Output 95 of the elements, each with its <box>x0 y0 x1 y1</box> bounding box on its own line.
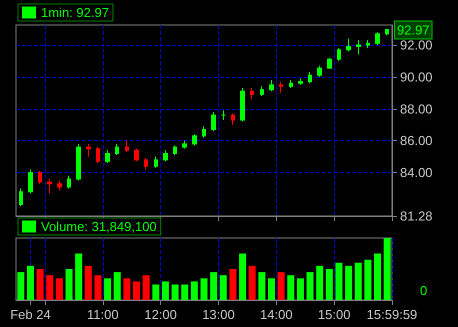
candlestick <box>317 65 322 78</box>
x-tick-label: 12:00 <box>144 307 177 322</box>
bar <box>162 281 169 300</box>
y-tick-label: 88.00 <box>400 101 433 116</box>
y-tick-label: 86.00 <box>400 133 433 148</box>
legend-label: Volume: 31,849,100 <box>41 219 157 234</box>
y-tick-label: 84.00 <box>400 165 433 180</box>
x-tick-label: Feb 24 <box>10 307 51 322</box>
candlestick <box>163 150 168 162</box>
bar <box>200 278 208 300</box>
candlestick <box>173 144 177 156</box>
bar <box>114 272 121 300</box>
bar <box>56 278 63 300</box>
y-tick-label: 90.00 <box>400 69 433 84</box>
candlestick <box>231 113 235 126</box>
candlestick <box>250 88 254 100</box>
bar <box>142 275 150 300</box>
bar <box>316 266 324 300</box>
candlestick <box>356 40 361 56</box>
candlestick <box>337 48 341 62</box>
bar <box>66 269 73 300</box>
bar <box>287 275 294 300</box>
candlestick <box>134 148 139 162</box>
candlestick <box>202 126 206 138</box>
bar <box>123 278 130 300</box>
candlestick <box>366 40 370 49</box>
candlestick <box>96 146 100 164</box>
candlestick <box>86 143 91 158</box>
bar <box>46 275 54 300</box>
x-tick-label: 11:00 <box>86 307 119 322</box>
bar <box>345 266 352 300</box>
candlestick <box>76 143 81 182</box>
candlestick <box>298 78 303 86</box>
bar <box>26 266 34 300</box>
bar <box>384 238 391 300</box>
bar <box>374 254 382 300</box>
text: 0 <box>420 283 428 298</box>
bar <box>220 275 227 300</box>
bar <box>210 272 218 300</box>
candlestick <box>125 140 129 152</box>
candlestick <box>327 57 332 70</box>
candlestick <box>57 180 62 191</box>
candlestick <box>279 81 283 94</box>
candlestick <box>28 168 33 194</box>
candlestick <box>154 156 158 168</box>
bar <box>239 254 246 300</box>
bar <box>335 262 342 300</box>
candlestick <box>105 150 110 164</box>
candlestick <box>385 28 389 36</box>
x-tick-label: 14:00 <box>260 307 293 322</box>
bar <box>268 278 276 300</box>
bar <box>17 272 24 300</box>
candlestick <box>289 80 293 89</box>
candlestick <box>182 140 187 150</box>
bar <box>104 278 112 300</box>
candlestick <box>211 111 216 132</box>
candlestick <box>144 158 148 170</box>
candlestick <box>38 170 42 184</box>
x-tick-label: 13:00 <box>202 307 235 322</box>
candlestick <box>375 32 380 46</box>
bar <box>364 260 372 300</box>
candlestick <box>47 178 52 194</box>
bar <box>132 281 140 300</box>
bar <box>84 266 92 300</box>
candlestick <box>115 143 119 156</box>
annotation: 92.97 <box>397 22 430 38</box>
candlestick <box>221 110 226 120</box>
candlestick <box>19 188 23 207</box>
candlestick <box>269 80 274 92</box>
bar <box>94 275 102 300</box>
bar <box>36 269 44 300</box>
candlestick <box>260 86 264 97</box>
x-tick-label: 15:00 <box>318 307 350 322</box>
candlestick <box>308 72 312 84</box>
candlestick <box>192 134 197 146</box>
x-tick-label: 15:59:59 <box>366 307 418 322</box>
y-tick-label: 81.28 <box>400 208 433 224</box>
bar <box>258 272 266 300</box>
candlestick <box>346 38 351 52</box>
bar <box>306 272 314 300</box>
y-tick-label: 92.00 <box>400 37 433 52</box>
bar <box>172 284 179 300</box>
bar <box>354 262 362 300</box>
bar <box>75 254 82 300</box>
bar <box>181 284 188 300</box>
bar <box>248 266 256 300</box>
bar <box>278 272 285 300</box>
bar <box>326 269 333 300</box>
legend-label: 1min: 92.97 <box>41 5 109 20</box>
candlestick <box>67 175 71 190</box>
candlestick <box>240 88 245 122</box>
bar <box>296 278 304 300</box>
bar <box>152 284 160 300</box>
bar <box>190 281 198 300</box>
bar <box>229 269 236 300</box>
